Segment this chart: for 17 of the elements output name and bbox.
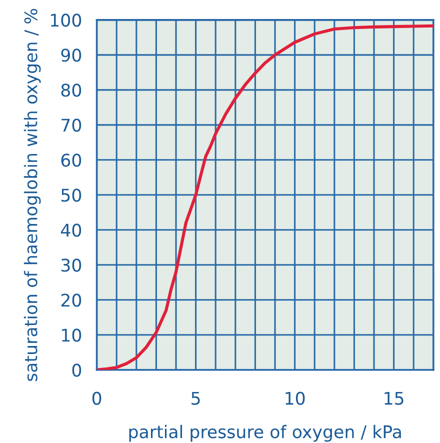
y-tick-label: 50 — [61, 188, 82, 202]
y-tick-label: 0 — [72, 364, 82, 377]
y-axis-title: saturation of haemoglobin with oxygen / % — [24, 8, 41, 382]
y-tick-label: 90 — [61, 48, 82, 62]
y-tick-label: 100 — [50, 14, 82, 27]
x-axis-title: partial pressure of oxygen / kPa — [129, 424, 401, 442]
x-tick-label: 15 — [384, 392, 404, 405]
y-tick-label: 80 — [61, 84, 82, 97]
y-tick-label: 40 — [60, 224, 82, 237]
x-tick-label: 5 — [192, 392, 200, 405]
y-tick-label: 10 — [62, 328, 82, 342]
x-tick-label: 10 — [286, 392, 305, 405]
y-tick-label: 20 — [61, 294, 82, 307]
y-tick-label: 30 — [61, 258, 82, 272]
x-tick-label: 0 — [92, 392, 102, 405]
y-tick-label: 60 — [61, 154, 82, 167]
y-tick-label: 70 — [62, 118, 82, 132]
